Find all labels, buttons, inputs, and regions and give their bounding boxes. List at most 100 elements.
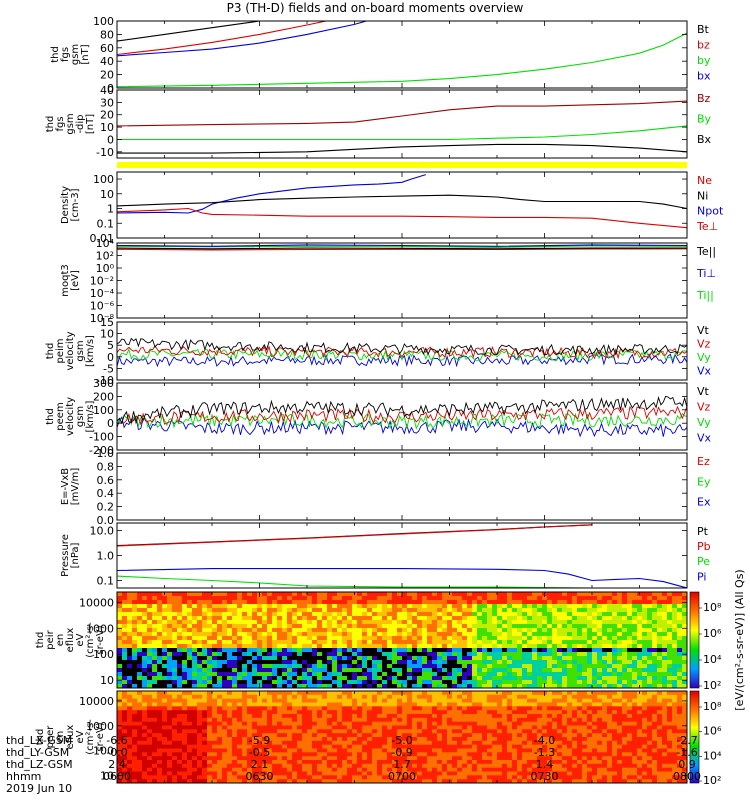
- legend-entry: by: [697, 54, 711, 67]
- y-tick-label: -200: [89, 444, 114, 457]
- y-tick-label: 10: [100, 674, 114, 687]
- colorbar-tick: 10⁸: [703, 601, 722, 614]
- y-tick-label: 10.0: [90, 525, 115, 538]
- y-axis-label: moqt3: [60, 264, 71, 297]
- series-group-peem_velocity: [117, 395, 687, 438]
- x-tick-value: -0.0: [106, 746, 127, 759]
- legend-entry: bz: [697, 39, 710, 52]
- series-line-pressure-2: [117, 568, 687, 588]
- y-axis-label: [cm-3]: [70, 188, 81, 221]
- colorbar-tick: 10⁶: [703, 627, 722, 640]
- y-axis-label: (cm²-s-: [85, 622, 96, 658]
- series-line-fgs_gsm_dip-2: [117, 143, 687, 154]
- y-tick-label: 1000: [86, 720, 114, 733]
- y-axis-label: gsm: [70, 44, 81, 65]
- legend-entry: Vz: [697, 337, 711, 350]
- series-line-peim_velocity-1: [117, 348, 687, 363]
- legend-entry: Pe: [697, 555, 710, 568]
- colorbar-tick: 10⁴: [703, 749, 722, 762]
- y-tick-label: 0: [107, 351, 114, 364]
- x-row-label: thd_LZ-GSM: [6, 758, 73, 771]
- y-tick-label: 1.0: [97, 550, 115, 563]
- legend-entry: Vx: [697, 432, 712, 445]
- legend-entry: Ex: [697, 496, 711, 509]
- legend-entry: Ni: [697, 189, 708, 202]
- y-axis-label: peem: [55, 402, 66, 430]
- x-tick-value: 0800: [673, 770, 701, 783]
- colorbar-tick: 10⁸: [703, 700, 722, 713]
- spectrogram-peer_en_eflux: [117, 691, 687, 783]
- legend-entry: By: [697, 113, 712, 126]
- legend-entry: Vt: [697, 324, 710, 337]
- x-tick-value: -0.9: [391, 746, 412, 759]
- series-line-peem_velocity-0: [117, 415, 687, 438]
- panel-frame: [116, 522, 688, 589]
- y-axis-label: eV: [75, 633, 86, 646]
- y-axis-label: gsm: [65, 113, 76, 134]
- panel-frame: [116, 242, 688, 319]
- y-axis-label: en: [55, 731, 66, 744]
- y-axis-label: velocity: [65, 397, 76, 436]
- legend-entry: Vy: [697, 416, 711, 429]
- y-tick-label: 10⁻²: [90, 275, 114, 288]
- y-axis-label: thd: [35, 729, 46, 746]
- y-tick-label: -10: [96, 374, 114, 387]
- y-tick-label: 10⁰: [96, 262, 115, 275]
- legend-entry: Bt: [697, 23, 710, 36]
- y-tick-label: 0.8: [97, 460, 115, 473]
- y-axis-label: [km/s]: [85, 335, 96, 367]
- y-axis-label: peir: [45, 629, 56, 649]
- y-tick-label: 100: [93, 15, 114, 28]
- series-line-density-2: [117, 207, 687, 229]
- y-axis-label: peer: [45, 725, 56, 749]
- series-group-peim_velocity: [117, 337, 687, 368]
- y-tick-label: 10: [100, 328, 114, 341]
- legend-entry: Vx: [697, 364, 712, 377]
- y-tick-label: 0: [107, 133, 114, 146]
- series-line-peim_velocity-3: [117, 337, 687, 357]
- series-line-fgs_gsm-1: [117, 21, 329, 56]
- y-tick-label: 40: [100, 55, 114, 68]
- y-axis-label: peim: [55, 338, 66, 363]
- x-tick-value: 2.4: [108, 758, 126, 771]
- y-axis-label: fgs: [55, 116, 66, 131]
- panel-density: 100 10 10.1 0.01 Density [cm-3] Ne Ni Npot Te⊥: [60, 171, 724, 245]
- y-axis-label: eflux: [65, 628, 76, 653]
- x-tick-value: 0.9: [678, 758, 696, 771]
- y-tick-label: 1: [107, 203, 114, 216]
- y-axis-label: sr-eV): [95, 722, 106, 751]
- legend-entry: Ti||: [696, 289, 714, 302]
- y-tick-label: 0.6: [97, 474, 115, 487]
- y-axis-label: [nT]: [85, 114, 96, 134]
- series-line-peem_velocity-3: [117, 395, 687, 425]
- colorbar-peer_en_eflux: 10⁸ 10⁶ 10⁴ 10²: [689, 690, 722, 787]
- series-line-temperature-2: [117, 248, 687, 251]
- x-row-label: 2019 Jun 10: [6, 782, 72, 795]
- series-line-fgs_gsm_dip-1: [117, 125, 687, 141]
- y-tick-label: 10: [100, 121, 114, 134]
- series-line-fgs_gsm-0: [117, 21, 264, 42]
- panel-frame: [116, 20, 688, 89]
- series-group-fgs_gsm_dip: [117, 100, 687, 154]
- x-tick-value: 1.4: [536, 758, 554, 771]
- y-tick-label: 10000: [79, 596, 114, 609]
- y-axis-label: gsm: [75, 340, 86, 361]
- legend-entry: Te⊥: [696, 220, 718, 233]
- legend-entry: Pb: [697, 540, 711, 553]
- y-tick-label: 0: [107, 417, 114, 430]
- y-tick-label: 10⁴: [96, 237, 115, 250]
- y-tick-label: 15: [100, 316, 114, 329]
- y-tick-label: 60: [100, 42, 114, 55]
- y-axis-label: gsm: [75, 406, 86, 427]
- series-group-pressure: [117, 524, 687, 588]
- y-tick-label: 20: [100, 69, 114, 82]
- x-tick-value: 2.1: [251, 758, 269, 771]
- y-axis-label: thd: [35, 632, 46, 649]
- x-tick-value: 0730: [531, 770, 559, 783]
- y-tick-label: 10²: [96, 250, 114, 263]
- y-tick-label: 1.0: [97, 447, 115, 460]
